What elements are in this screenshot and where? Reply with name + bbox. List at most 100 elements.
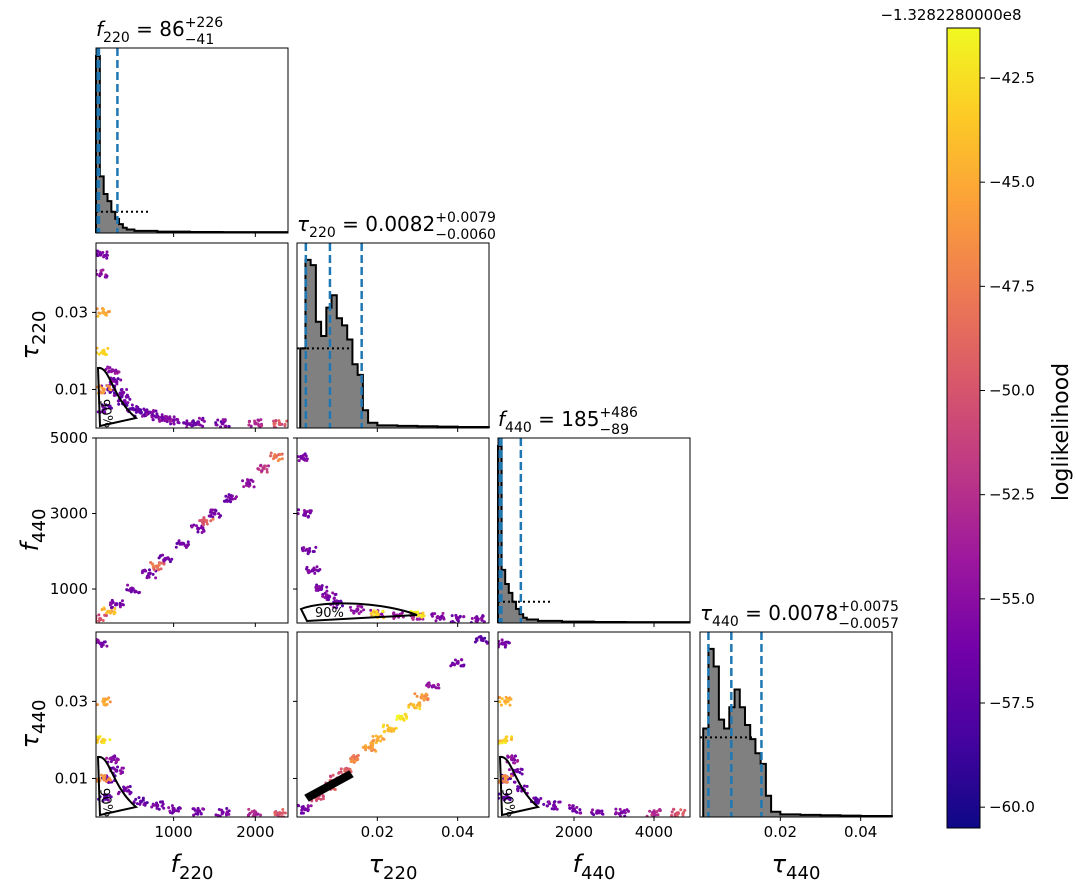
sample-point — [316, 569, 320, 573]
data-point — [110, 757, 115, 762]
sample-point — [441, 611, 445, 615]
y-axis-label-f440: f440 — [16, 509, 50, 552]
sample-point — [216, 418, 220, 422]
sample-point — [118, 601, 122, 605]
sample-point — [201, 523, 205, 527]
sample-point — [372, 610, 376, 614]
sample-point — [297, 512, 300, 516]
sample-point — [553, 800, 557, 804]
sample-point — [115, 757, 119, 761]
sample-point — [152, 409, 156, 413]
colorbar-tick-label: −60.0 — [989, 798, 1035, 816]
sample-point — [111, 600, 115, 604]
sample-point — [357, 612, 361, 616]
sample-point — [454, 613, 458, 617]
sample-point — [504, 695, 508, 699]
histogram-outline — [497, 445, 690, 624]
sample-point — [670, 810, 674, 814]
sample-point — [184, 545, 188, 549]
sample-point — [297, 803, 300, 807]
data-point — [503, 737, 508, 742]
scatter-tau440_vs_f220: 90% — [96, 638, 287, 817]
sample-point — [520, 772, 524, 776]
sample-point — [479, 616, 483, 620]
sample-point — [328, 774, 332, 778]
histogram-fill — [703, 648, 893, 817]
sample-point — [134, 797, 138, 801]
data-point — [163, 418, 168, 423]
data-point — [163, 556, 168, 561]
sample-point — [522, 784, 526, 788]
sample-point — [650, 813, 654, 817]
sample-point — [337, 771, 341, 775]
sample-point — [97, 736, 101, 740]
sample-point — [625, 808, 629, 812]
sample-point — [555, 807, 559, 811]
data-point — [110, 368, 115, 373]
sample-point — [545, 804, 549, 808]
sample-point — [369, 608, 373, 612]
data-point — [122, 788, 127, 793]
sample-point — [334, 592, 338, 596]
sample-point — [98, 311, 102, 315]
sample-point — [331, 773, 335, 777]
sample-point — [154, 576, 158, 580]
sample-point — [151, 572, 155, 576]
sample-point — [168, 560, 172, 564]
sample-point — [498, 643, 501, 647]
data-point — [652, 810, 656, 815]
y-tick-label: 3000 — [50, 505, 88, 523]
sample-point — [274, 418, 278, 422]
sample-point — [590, 812, 594, 816]
sample-point — [513, 780, 517, 784]
sample-point — [500, 638, 504, 642]
sample-point — [591, 808, 595, 812]
sample-point — [211, 508, 215, 512]
sample-point — [309, 510, 313, 514]
sample-point — [350, 760, 354, 764]
sample-point — [333, 788, 337, 792]
sample-point — [413, 692, 417, 696]
sample-point — [305, 567, 309, 571]
sample-point — [500, 741, 504, 745]
sample-point — [214, 813, 218, 817]
sample-point — [225, 806, 229, 810]
sample-point — [202, 528, 206, 532]
sample-point — [211, 515, 215, 519]
sample-point — [151, 802, 155, 806]
data-point — [228, 496, 233, 501]
sample-point — [247, 807, 251, 811]
sample-point — [552, 807, 556, 811]
colorbar-gradient — [946, 27, 981, 829]
sample-point — [619, 814, 623, 817]
data-point — [147, 410, 152, 415]
sample-point — [219, 425, 223, 428]
sample-point — [103, 613, 107, 617]
sample-point — [507, 768, 511, 772]
sample-point — [159, 567, 163, 571]
sample-point — [453, 658, 457, 662]
sample-point — [170, 811, 174, 815]
sample-point — [364, 748, 368, 752]
sample-point — [194, 423, 198, 427]
sample-point — [172, 415, 176, 419]
sample-point — [217, 808, 221, 812]
sample-point — [259, 418, 263, 422]
panel-frame-tau440 — [699, 631, 893, 818]
sample-point — [484, 640, 488, 644]
sample-point — [126, 583, 130, 587]
sample-point — [283, 811, 287, 815]
sample-point — [113, 611, 117, 615]
colorbar-tick-label: −50.0 — [989, 382, 1035, 400]
sample-point — [371, 739, 375, 743]
colorbar-tick-label: −45.0 — [989, 173, 1035, 191]
data-point — [503, 699, 508, 704]
data-point — [620, 810, 624, 815]
sample-point — [96, 346, 99, 350]
sample-point — [623, 811, 627, 815]
sample-point — [101, 618, 105, 622]
sample-point — [176, 806, 180, 810]
sample-point — [193, 808, 197, 812]
x-axis-label-tau440: τ440 — [772, 850, 821, 884]
